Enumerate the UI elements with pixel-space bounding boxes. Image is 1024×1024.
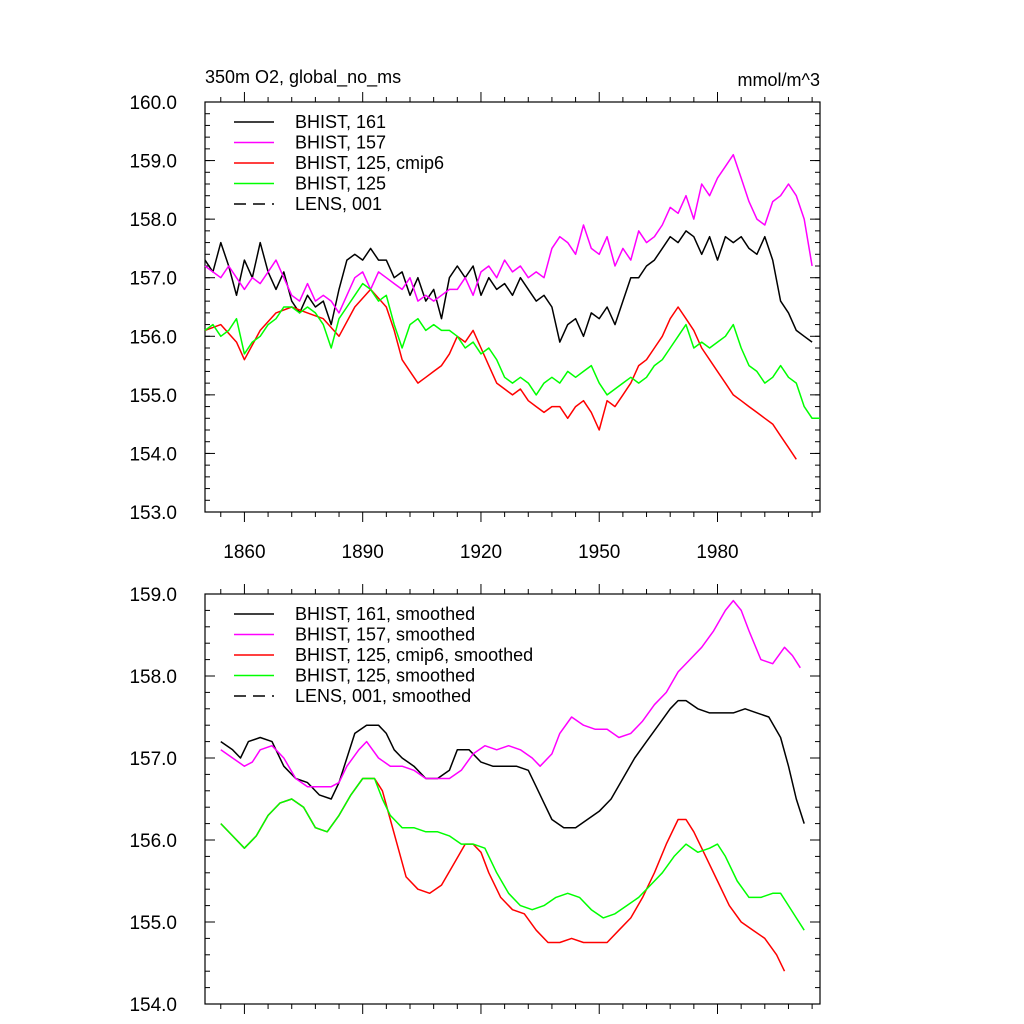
- y-tick-label: 155.0: [129, 913, 177, 934]
- y-tick-label: 154.0: [129, 444, 177, 465]
- x-tick-label: 1890: [342, 542, 384, 563]
- y-tick-label: 160.0: [129, 93, 177, 114]
- y-tick-label: 157.0: [129, 269, 177, 290]
- legend-label: BHIST, 125, cmip6: [295, 153, 444, 173]
- top-panel: 153.0 154.0 155.0 156.0 157.0 158.0 159.0 160.0…: [129, 92, 821, 563]
- series-line-bhist-125-smoothed: [220, 777, 805, 931]
- y-tick-label: 158.0: [129, 210, 177, 231]
- series-line-bhist-125-cmip6: [204, 288, 797, 460]
- x-tick-label: 1980: [696, 542, 738, 563]
- legend-label: BHIST, 157, smoothed: [295, 625, 475, 645]
- y-tick-label: 155.0: [129, 386, 177, 407]
- legend-label: BHIST, 161: [295, 112, 386, 132]
- plot-frame: [204, 593, 821, 1005]
- x-tick-label: 1920: [460, 542, 502, 563]
- plot-title: 350m O2, global_no_ms: [205, 67, 401, 88]
- legend-label: LENS, 001, smoothed: [295, 686, 471, 706]
- y-tick-label: 156.0: [129, 327, 177, 348]
- series-line-bhist-125-cmip6-smoothed: [220, 777, 786, 972]
- legend-label: BHIST, 161, smoothed: [295, 604, 475, 624]
- series-line-bhist-157-smoothed: [220, 599, 801, 788]
- series-line-bhist-161-smoothed: [220, 699, 805, 829]
- y-tick-label: 159.0: [129, 152, 177, 173]
- x-tick-label: 1860: [223, 542, 265, 563]
- legend-label: BHIST, 125, cmip6, smoothed: [295, 645, 533, 665]
- y-tick-label: 157.0: [129, 749, 177, 770]
- y-tick-label: 159.0: [129, 585, 177, 606]
- units-label: mmol/m^3: [738, 70, 820, 90]
- x-tick-label: 1950: [578, 542, 620, 563]
- legend-label: BHIST, 157: [295, 133, 386, 153]
- y-tick-label: 154.0: [129, 995, 177, 1016]
- plot-frame: [204, 101, 821, 513]
- series-line-bhist-125: [204, 282, 820, 420]
- y-tick-label: 156.0: [129, 831, 177, 852]
- bottom-panel: 154.0 155.0 156.0 157.0 158.0 159.0 BHIST, 161…: [129, 584, 821, 1016]
- legend-label: LENS, 001: [295, 194, 382, 214]
- series-line-bhist-161: [204, 230, 813, 343]
- y-tick-label: 158.0: [129, 667, 177, 688]
- legend-label: BHIST, 125, smoothed: [295, 666, 475, 686]
- legend-label: BHIST, 125: [295, 174, 386, 194]
- y-tick-label: 153.0: [129, 503, 177, 524]
- series-line-bhist-157: [204, 153, 813, 314]
